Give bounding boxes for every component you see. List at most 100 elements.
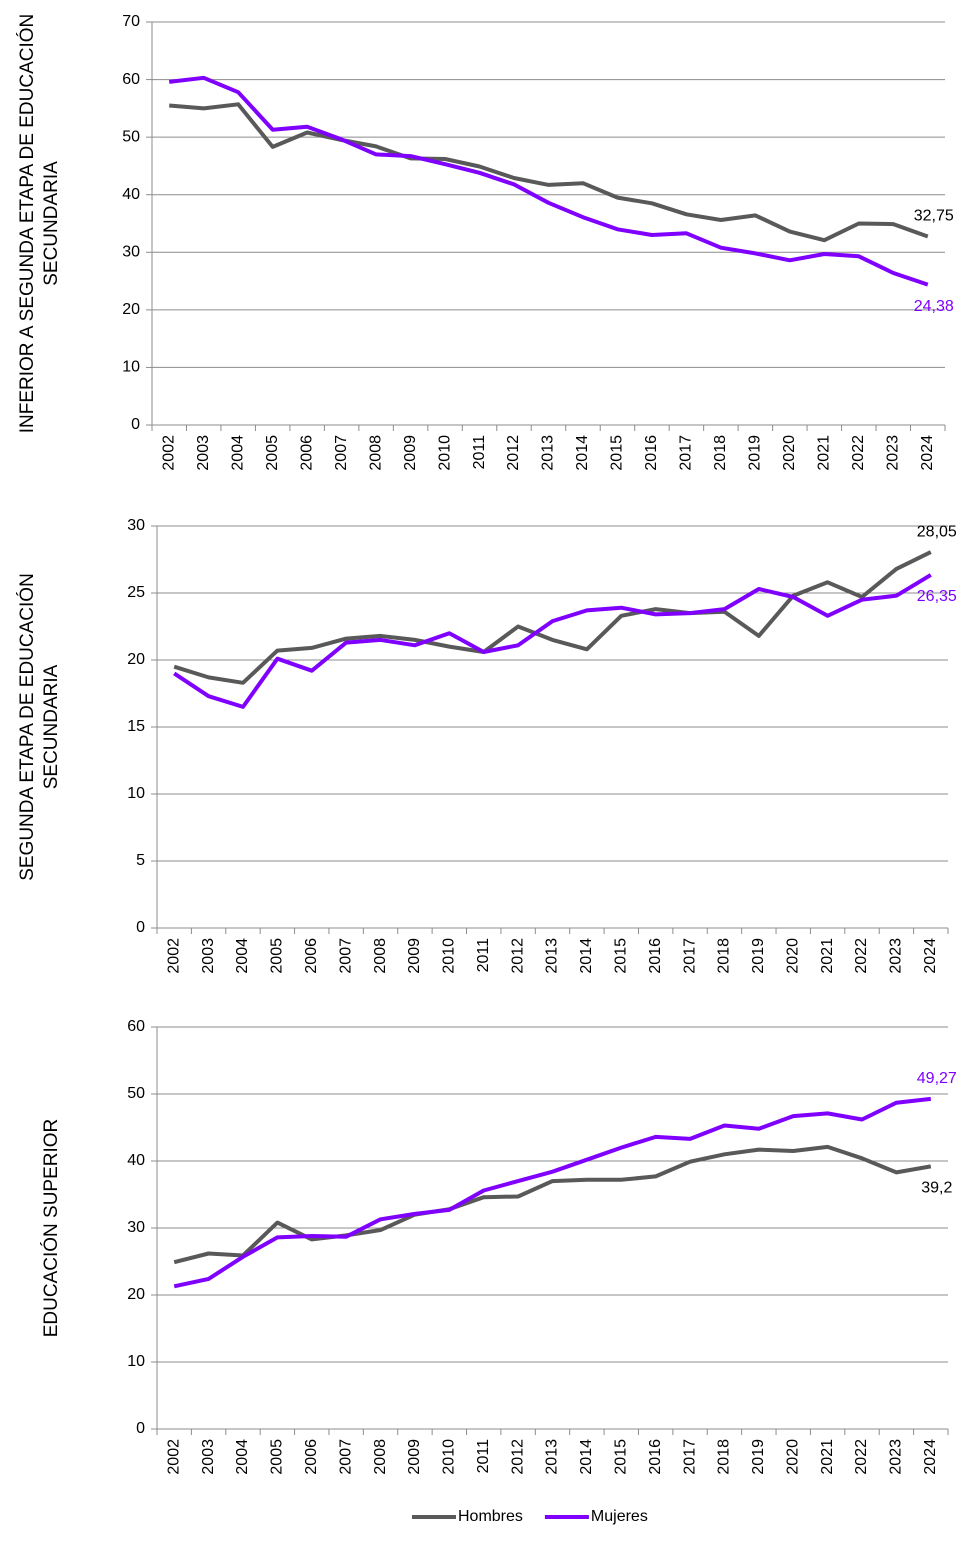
y-tick-label: 60 [122, 71, 140, 88]
x-tick-label: 2024 [919, 435, 936, 471]
y-tick-label: 10 [122, 359, 140, 376]
x-tick-label: 2018 [716, 1439, 733, 1475]
x-tick-label: 2006 [303, 938, 320, 974]
x-tick-label: 2019 [747, 435, 764, 471]
x-tick-label: 2015 [613, 938, 630, 974]
x-tick-label: 2023 [888, 938, 905, 974]
x-tick-label: 2013 [540, 435, 557, 471]
x-tick-label: 2014 [578, 938, 595, 974]
y-tick-label: 60 [127, 1018, 145, 1035]
y-tick-label: 15 [127, 718, 145, 735]
x-tick-label: 2009 [406, 938, 423, 974]
x-tick-label: 2010 [441, 938, 458, 974]
x-tick-label: 2008 [372, 938, 389, 974]
line-series [173, 550, 932, 685]
x-tick-label: 2012 [509, 1439, 526, 1475]
x-tick-label: 2017 [681, 1439, 698, 1475]
x-tick-label: 2006 [298, 435, 315, 471]
y-tick-label: 30 [127, 517, 145, 534]
x-tick-label: 2024 [922, 938, 939, 974]
y-axis-title-line: SECUNDARIA [41, 664, 62, 789]
x-tick-label: 2003 [195, 435, 212, 471]
y-tick-label: 40 [122, 186, 140, 203]
x-tick-label: 2007 [337, 938, 354, 974]
x-tick-label: 2004 [229, 435, 246, 471]
x-tick-label: 2017 [681, 938, 698, 974]
line-series [169, 102, 929, 243]
x-tick-label: 2002 [165, 938, 182, 974]
x-tick-label: 2013 [544, 1439, 561, 1475]
x-tick-label: 2005 [264, 435, 281, 471]
line-series [173, 1096, 932, 1289]
x-tick-label: 2011 [471, 435, 488, 470]
x-tick-label: 2022 [853, 1439, 870, 1475]
x-tick-label: 2004 [234, 1439, 251, 1475]
data-label: 26,35 [917, 588, 957, 605]
x-tick-label: 2004 [234, 938, 251, 974]
x-tick-label: 2010 [441, 1439, 458, 1475]
line-series [168, 75, 929, 287]
x-tick-label: 2020 [781, 435, 798, 471]
x-tick-label: 2015 [613, 1439, 630, 1475]
x-tick-label: 2008 [372, 1439, 389, 1475]
y-tick-label: 50 [127, 1085, 145, 1102]
x-tick-label: 2021 [816, 435, 833, 471]
x-tick-label: 2020 [784, 938, 801, 974]
y-tick-label: 50 [122, 128, 140, 145]
x-tick-label: 2009 [406, 1439, 423, 1475]
y-tick-label: 10 [127, 1353, 145, 1370]
data-label: 39,2 [921, 1180, 952, 1197]
x-tick-label: 2007 [337, 1439, 354, 1475]
y-axis-title-line: EDUCACIÓN SUPERIOR [40, 1119, 62, 1338]
y-axis-title: INFERIOR A SEGUNDA ETAPA DE EDUCACIÓN SEC… [16, 14, 62, 434]
y-tick-label: 20 [127, 651, 145, 668]
x-tick-label: 2011 [475, 1439, 492, 1474]
x-tick-label: 2003 [200, 1439, 217, 1475]
legend-label: Mujeres [591, 1508, 648, 1525]
legend-label: Hombres [458, 1508, 523, 1525]
y-tick-label: 20 [122, 301, 140, 318]
y-tick-label: 30 [122, 244, 140, 261]
y-tick-label: 5 [136, 852, 145, 869]
x-tick-label: 2002 [165, 1439, 182, 1475]
x-tick-label: 2009 [402, 435, 419, 471]
x-tick-label: 2018 [712, 435, 729, 471]
x-tick-label: 2011 [475, 938, 492, 973]
x-tick-label: 2023 [888, 1439, 905, 1475]
y-tick-label: 70 [122, 13, 140, 30]
x-tick-label: 2015 [609, 435, 626, 471]
data-label: 49,27 [917, 1070, 957, 1087]
x-tick-label: 2022 [853, 938, 870, 974]
y-tick-label: 25 [127, 584, 145, 601]
x-tick-label: 2020 [784, 1439, 801, 1475]
x-tick-label: 2007 [333, 435, 350, 471]
x-tick-label: 2023 [885, 435, 902, 471]
data-label: 24,38 [914, 298, 954, 315]
x-tick-label: 2016 [647, 1439, 664, 1475]
x-tick-label: 2013 [544, 938, 561, 974]
x-tick-label: 2024 [922, 1439, 939, 1475]
x-tick-label: 2014 [578, 1439, 595, 1475]
x-tick-label: 2008 [367, 435, 384, 471]
x-tick-label: 2014 [574, 435, 591, 471]
x-tick-label: 2012 [505, 435, 522, 471]
y-tick-label: 20 [127, 1286, 145, 1303]
y-tick-label: 0 [136, 919, 145, 936]
data-label: 32,75 [914, 208, 954, 225]
y-axis-title-line: SECUNDARIA [41, 161, 62, 286]
y-tick-label: 40 [127, 1152, 145, 1169]
y-tick-label: 0 [136, 1420, 145, 1437]
x-tick-label: 2019 [750, 1439, 767, 1475]
line-series [173, 1144, 932, 1265]
x-tick-label: 2002 [160, 435, 177, 471]
x-tick-label: 2005 [269, 1439, 286, 1475]
y-axis-title-line: INFERIOR A SEGUNDA ETAPA DE EDUCACIÓN [16, 14, 38, 434]
data-label: 28,05 [917, 523, 957, 540]
y-axis-title: SEGUNDA ETAPA DE EDUCACIÓN SECUNDARIA [16, 573, 62, 881]
y-tick-label: 0 [131, 416, 140, 433]
x-tick-label: 2003 [200, 938, 217, 974]
x-tick-label: 2016 [647, 938, 664, 974]
y-tick-label: 30 [127, 1219, 145, 1236]
x-tick-label: 2021 [819, 938, 836, 974]
